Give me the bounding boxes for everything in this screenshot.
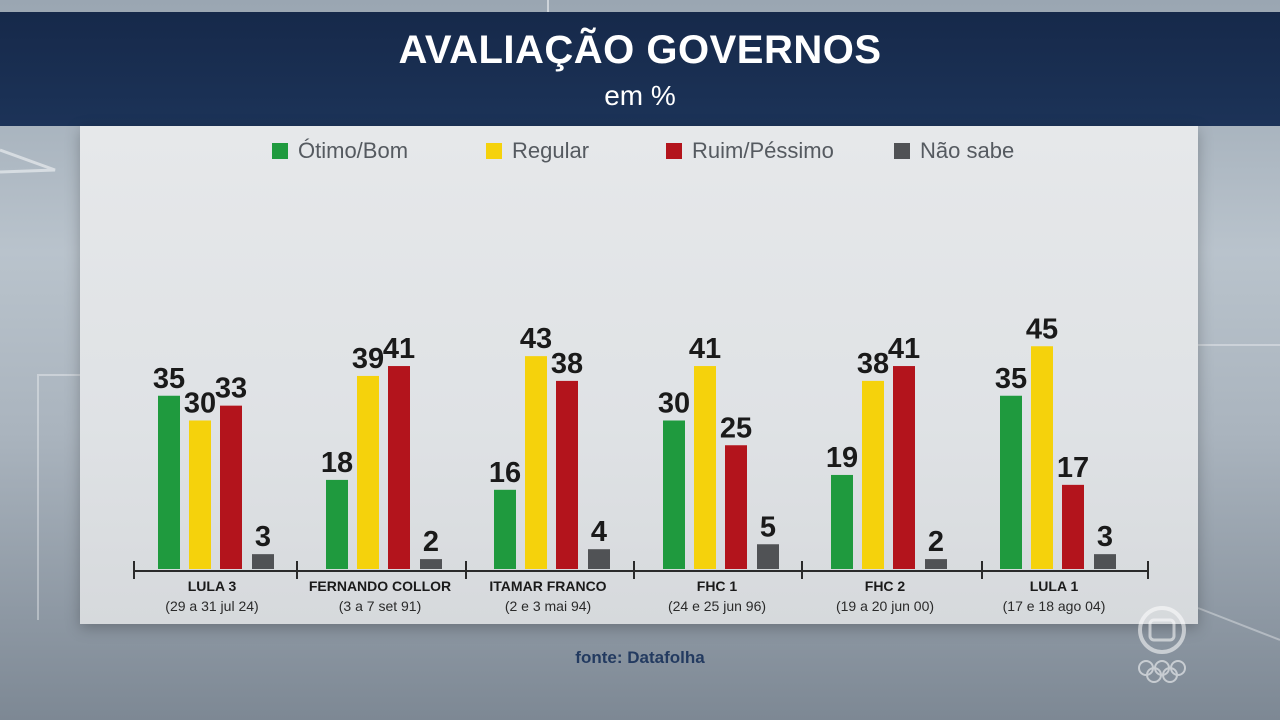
bar-ruim-p-ssimo-1	[388, 366, 410, 569]
legend-swatch-regular	[486, 143, 502, 159]
legend-label-nao-sabe: Não sabe	[920, 138, 1015, 163]
legend-item-otimo-bom: Ótimo/Bom	[272, 136, 408, 166]
legend: Ótimo/Bom Regular Ruim/Péssimo Não sabe	[0, 136, 1280, 166]
legend-swatch-ruim-pessimo	[666, 143, 682, 159]
category-label: FHC 2	[865, 578, 906, 594]
data-label: 30	[658, 388, 690, 420]
data-label: 30	[184, 388, 216, 420]
data-label: 3	[255, 521, 271, 553]
title-banner	[0, 12, 1280, 126]
data-label: 17	[1057, 452, 1089, 484]
bar-ruim-p-ssimo-2	[556, 380, 578, 569]
category-period-label: (17 e 18 ago 04)	[1003, 598, 1106, 614]
bar-n-o-sabe-1	[420, 559, 442, 569]
broadcaster-logo-icon	[1138, 606, 1186, 683]
category-label: FHC 1	[697, 578, 738, 594]
data-label: 2	[423, 526, 439, 558]
legend-item-ruim-pessimo: Ruim/Péssimo	[666, 136, 834, 166]
data-label: 41	[383, 333, 415, 365]
source-note: fonte: Datafolha	[575, 648, 705, 667]
bar-regular-4	[862, 380, 884, 569]
bar-regular-5	[1031, 346, 1053, 569]
data-label: 4	[591, 516, 607, 548]
bar-regular-2	[525, 356, 547, 569]
legend-item-nao-sabe: Não sabe	[894, 136, 1014, 166]
category-label: LULA 3	[188, 578, 237, 594]
bar-n-o-sabe-0	[252, 554, 274, 569]
category-period-label: (2 e 3 mai 94)	[505, 598, 591, 614]
data-label: 2	[928, 526, 944, 558]
data-label: 38	[551, 348, 583, 380]
legend-label-otimo-bom: Ótimo/Bom	[298, 138, 409, 163]
data-label: 16	[489, 457, 521, 489]
data-label: 25	[720, 412, 752, 444]
bar-regular-0	[189, 420, 211, 569]
data-label: 35	[153, 363, 185, 395]
legend-label-regular: Regular	[512, 138, 590, 163]
bar--timo-bom-5	[1000, 395, 1022, 569]
chart-title: AVALIAÇÃO GOVERNOS	[398, 28, 882, 72]
data-label: 41	[689, 333, 721, 365]
data-label: 39	[352, 343, 384, 375]
category-label: LULA 1	[1030, 578, 1079, 594]
bar-ruim-p-ssimo-0	[220, 405, 242, 569]
bar-ruim-p-ssimo-3	[725, 445, 747, 569]
bar--timo-bom-4	[831, 474, 853, 569]
legend-swatch-otimo-bom	[272, 143, 288, 159]
data-label: 33	[215, 373, 247, 405]
category-period-label: (19 a 20 jun 00)	[836, 598, 934, 614]
bar--timo-bom-2	[494, 489, 516, 569]
legend-item-regular: Regular	[486, 136, 589, 166]
bar--timo-bom-3	[663, 420, 685, 569]
category-period-label: (3 a 7 set 91)	[339, 598, 422, 614]
category-label: FERNANDO COLLOR	[309, 578, 451, 594]
bar-n-o-sabe-3	[757, 544, 779, 569]
data-label: 18	[321, 447, 353, 479]
data-label: 3	[1097, 521, 1113, 553]
bar-n-o-sabe-5	[1094, 554, 1116, 569]
bar-regular-3	[694, 366, 716, 569]
category-label: ITAMAR FRANCO	[489, 578, 606, 594]
category-period-label: (29 a 31 jul 24)	[165, 598, 258, 614]
bar-n-o-sabe-2	[588, 549, 610, 569]
chart-subtitle: em %	[604, 80, 676, 111]
data-label: 45	[1026, 313, 1058, 345]
data-label: 5	[760, 511, 776, 543]
legend-swatch-nao-sabe	[894, 143, 910, 159]
bar--timo-bom-1	[326, 479, 348, 569]
category-period-label: (24 e 25 jun 96)	[668, 598, 766, 614]
legend-label-ruim-pessimo: Ruim/Péssimo	[692, 138, 834, 163]
bar-ruim-p-ssimo-5	[1062, 484, 1084, 569]
bar-ruim-p-ssimo-4	[893, 366, 915, 569]
bar-regular-1	[357, 375, 379, 569]
data-label: 41	[888, 333, 920, 365]
bar--timo-bom-0	[158, 395, 180, 569]
bar-n-o-sabe-4	[925, 559, 947, 569]
data-label: 38	[857, 348, 889, 380]
data-label: 19	[826, 442, 858, 474]
data-label: 35	[995, 363, 1027, 395]
data-label: 43	[520, 323, 552, 355]
